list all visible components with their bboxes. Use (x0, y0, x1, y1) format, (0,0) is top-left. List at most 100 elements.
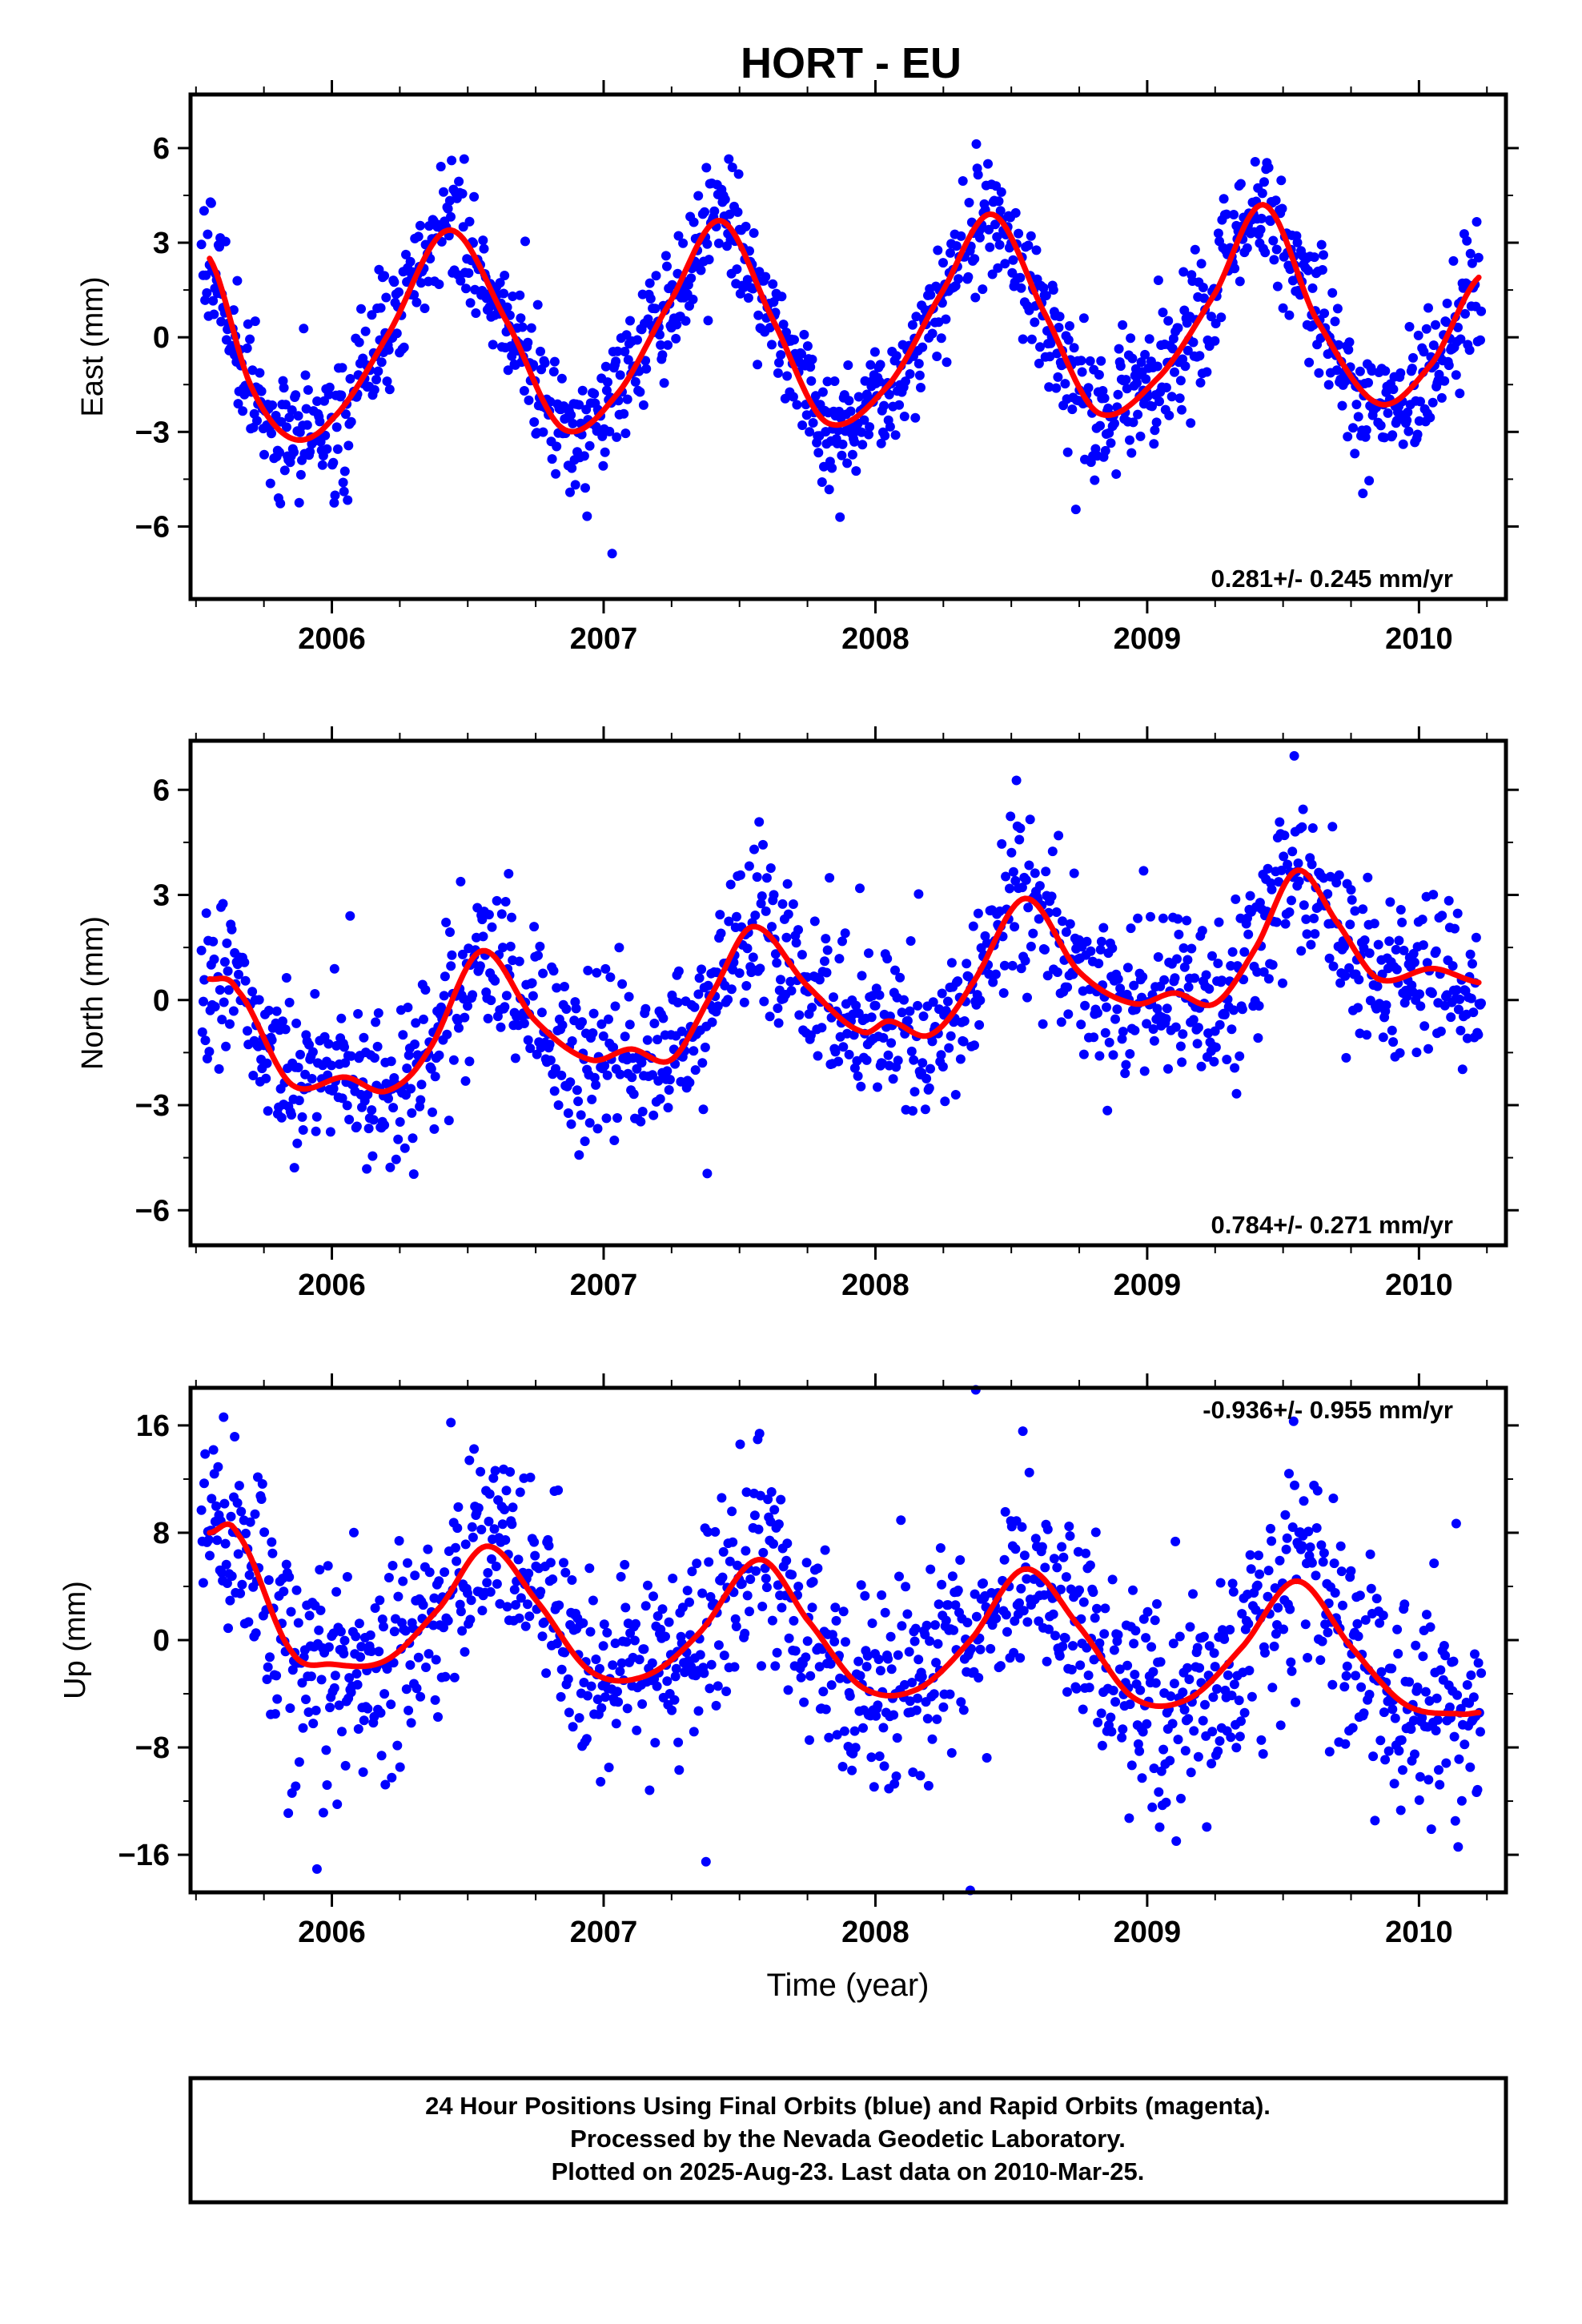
up-data-point (1128, 1585, 1138, 1595)
north-data-point (1149, 1035, 1159, 1046)
up-data-point (796, 1672, 806, 1683)
up-data-point (933, 1638, 943, 1649)
up-data-point (1426, 1824, 1436, 1835)
north-data-point (617, 979, 628, 989)
east-data-point (1031, 245, 1042, 255)
east-data-point (1198, 283, 1208, 292)
east-data-point (567, 463, 577, 473)
up-data-point (1266, 1523, 1275, 1534)
east-data-point (797, 348, 806, 359)
up-data-point (564, 1707, 574, 1718)
east-data-point (1044, 382, 1054, 392)
north-data-point (756, 899, 766, 909)
up-data-point (1336, 1566, 1347, 1577)
up-data-point (297, 1678, 307, 1688)
up-data-point (829, 1636, 840, 1647)
up-data-point (303, 1707, 314, 1717)
up-data-point (910, 1623, 921, 1634)
east-data-point (301, 404, 311, 414)
up-data-point (807, 1602, 817, 1613)
east-data-point (833, 425, 843, 436)
up-data-point (1422, 1610, 1431, 1620)
up-data-point (1061, 1572, 1071, 1582)
north-data-point (928, 997, 938, 1007)
north-data-point (1110, 1014, 1120, 1024)
up-data-point (1171, 1836, 1182, 1846)
north-data-point (1294, 876, 1304, 887)
east-data-point (1383, 408, 1393, 418)
up-data-point (1185, 1622, 1195, 1632)
up-data-point (1062, 1687, 1072, 1697)
up-data-point (943, 1600, 954, 1610)
north-data-point (1061, 927, 1071, 937)
north-data-point (1237, 1004, 1247, 1015)
east-data-point (1174, 393, 1185, 404)
north-data-point (1275, 817, 1285, 827)
up-data-point (267, 1537, 277, 1547)
north-data-point (1100, 1027, 1110, 1038)
up-data-point (560, 1647, 570, 1658)
east-data-point (415, 220, 425, 231)
up-data-point (236, 1506, 247, 1517)
up-data-point (667, 1705, 677, 1715)
up-data-point (476, 1525, 487, 1534)
north-data-point (694, 973, 705, 983)
north-data-point (407, 1108, 417, 1118)
east-data-point (865, 422, 875, 432)
north-data-point (379, 1120, 390, 1130)
up-data-point (757, 1661, 766, 1671)
east-data-point (517, 322, 528, 332)
up-x-tick-label: 2007 (570, 1916, 638, 1949)
north-data-point (1034, 914, 1044, 924)
east-data-point (933, 245, 943, 255)
up-data-point (353, 1724, 363, 1734)
up-data-point (1243, 1618, 1254, 1629)
east-data-point (520, 236, 530, 247)
up-data-point (789, 1615, 799, 1626)
up-data-point (621, 1637, 632, 1647)
north-data-point (1197, 926, 1207, 936)
east-data-point (287, 405, 297, 416)
east-data-point (360, 326, 371, 336)
east-data-point (662, 261, 672, 271)
east-data-point (824, 485, 834, 495)
east-data-point (420, 304, 430, 313)
up-data-point (717, 1493, 727, 1503)
north-data-point (419, 1014, 428, 1024)
up-data-point (639, 1644, 649, 1655)
north-data-point (913, 889, 924, 899)
north-data-point (685, 1077, 695, 1088)
up-data-point (1435, 1779, 1445, 1790)
north-data-point (402, 1063, 412, 1073)
north-data-point (624, 1019, 635, 1030)
north-data-point (204, 1047, 215, 1057)
east-data-point (1351, 400, 1362, 410)
north-data-point (920, 1104, 930, 1115)
up-data-point (847, 1765, 857, 1775)
east-data-points (196, 139, 1487, 559)
north-data-point (475, 961, 485, 971)
up-data-point (1290, 1480, 1299, 1490)
east-data-point (914, 370, 925, 380)
east-data-point (245, 334, 255, 344)
north-data-point (1058, 916, 1067, 927)
up-data-point (1311, 1570, 1321, 1581)
up-data-point (1267, 1683, 1278, 1693)
north-data-point (583, 965, 593, 975)
up-data-point (1182, 1663, 1193, 1673)
north-data-point (1415, 989, 1425, 999)
up-data-point (879, 1761, 889, 1771)
east-data-point (570, 480, 580, 490)
up-data-point (563, 1674, 573, 1684)
north-data-point (201, 908, 211, 919)
up-data-point (1084, 1683, 1094, 1693)
north-data-point (219, 997, 229, 1007)
north-data-point (1409, 957, 1419, 967)
up-data-point (529, 1537, 540, 1547)
north-data-point (946, 1031, 956, 1041)
north-data-point (776, 975, 785, 985)
east-data-point (1103, 403, 1114, 413)
east-data-point (857, 440, 868, 450)
east-x-tick-label: 2009 (1114, 622, 1182, 656)
